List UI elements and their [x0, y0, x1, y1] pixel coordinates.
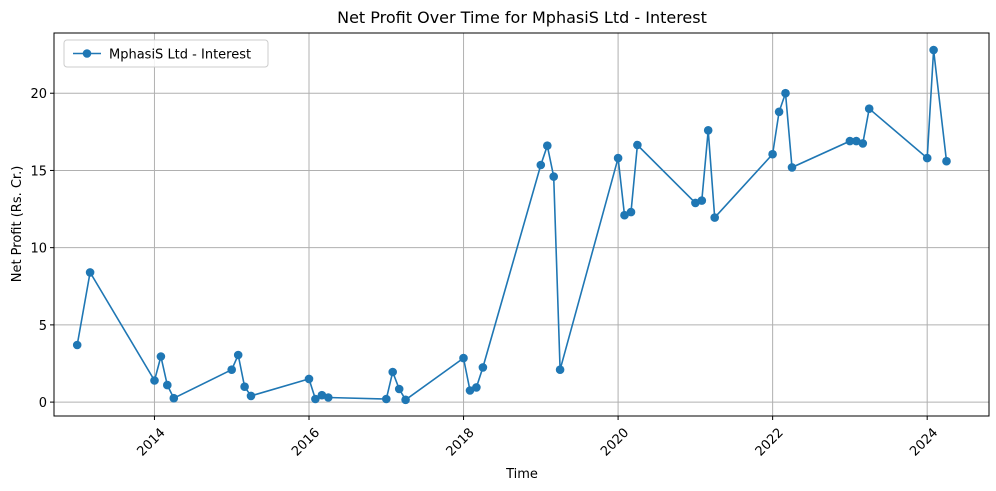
data-point: [478, 363, 488, 372]
y-tick-label: 10: [30, 242, 47, 257]
y-tick-label: 0: [39, 396, 47, 411]
data-point: [787, 163, 797, 172]
y-tick-label: 15: [30, 164, 47, 179]
data-point: [465, 386, 475, 395]
data-point: [922, 153, 932, 163]
data-point: [697, 196, 707, 205]
data-point: [246, 391, 256, 401]
x-axis-label: Time: [505, 467, 538, 482]
data-point: [536, 160, 546, 170]
y-axis-label: Net Profit (Rs. Cr.): [10, 166, 25, 283]
data-point: [626, 207, 636, 217]
y-tick-label: 5: [39, 319, 47, 334]
legend: MphasiS Ltd - Interest: [63, 39, 269, 68]
data-point: [768, 149, 777, 159]
data-point: [394, 384, 404, 394]
data-point: [382, 394, 391, 404]
data-point: [774, 107, 784, 117]
grid: [54, 33, 989, 416]
data-point: [156, 352, 166, 361]
data-point: [150, 376, 159, 385]
data-point: [858, 139, 868, 148]
data-point: [710, 213, 719, 222]
data-point: [942, 156, 951, 166]
legend-label: MphasiS Ltd - Interest: [109, 48, 251, 63]
data-point: [703, 126, 713, 135]
data-point: [555, 365, 565, 375]
data-point: [620, 210, 629, 220]
data-point: [169, 393, 179, 403]
series-layer: [72, 45, 951, 405]
data-point: [845, 136, 855, 146]
data-point: [929, 45, 938, 55]
data-point: [233, 350, 243, 360]
data-point: [227, 365, 236, 375]
legend-box: [63, 39, 269, 68]
data-point: [163, 380, 172, 390]
data-point: [613, 153, 623, 163]
data-point: [304, 374, 314, 384]
data-point: [852, 136, 861, 146]
y-axis-ticks: 0 5 10 15 20: [30, 87, 54, 411]
data-point: [311, 394, 320, 404]
data-point: [388, 367, 398, 377]
data-point: [633, 140, 642, 150]
chart-title: Net Profit Over Time for MphasiS Ltd - I…: [337, 8, 707, 27]
data-point: [240, 382, 249, 392]
data-point: [324, 393, 333, 402]
y-tick-label: 20: [30, 87, 47, 102]
data-point: [472, 383, 481, 392]
data-point: [401, 395, 410, 405]
data-point: [549, 172, 558, 181]
data-point: [85, 268, 95, 277]
data-point: [781, 88, 790, 98]
legend-marker: [82, 49, 92, 58]
plot-frame: [53, 32, 990, 417]
data-point: [459, 353, 468, 363]
data-point: [72, 340, 82, 350]
data-point: [543, 141, 552, 150]
data-point: [864, 104, 874, 113]
